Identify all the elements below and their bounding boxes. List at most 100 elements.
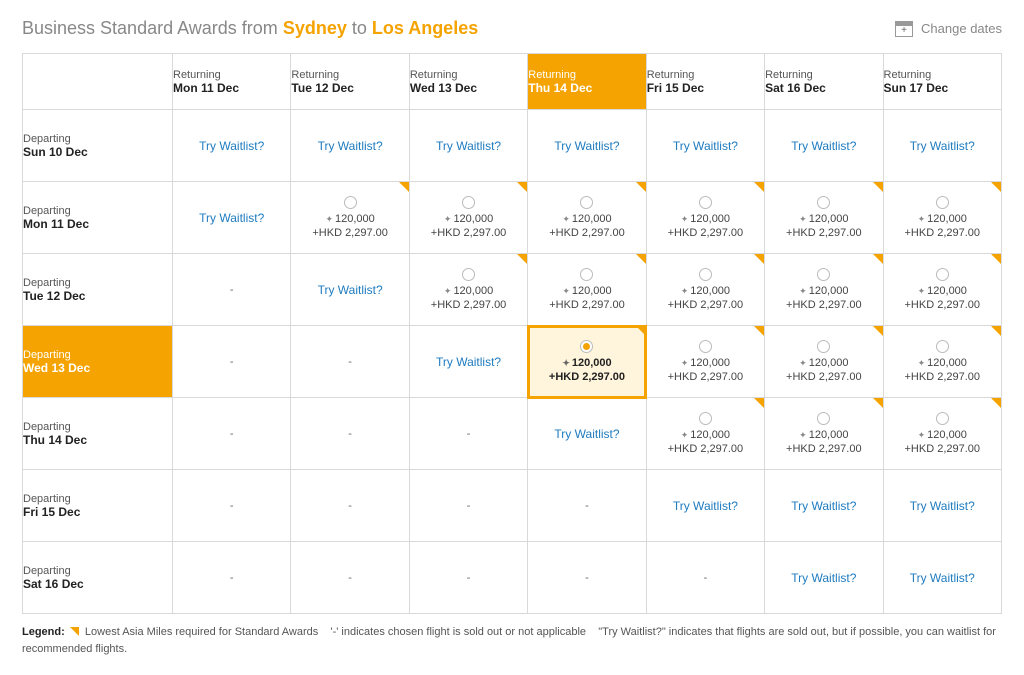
try-waitlist-link[interactable]: Try Waitlist? bbox=[791, 139, 856, 153]
select-radio[interactable] bbox=[462, 196, 475, 209]
select-radio[interactable] bbox=[936, 268, 949, 281]
select-radio[interactable] bbox=[817, 340, 830, 353]
try-waitlist-link[interactable]: Try Waitlist? bbox=[318, 139, 383, 153]
select-radio[interactable] bbox=[817, 268, 830, 281]
award-cell[interactable]: Try Waitlist? bbox=[291, 254, 409, 326]
select-radio[interactable] bbox=[580, 196, 593, 209]
return-date-header[interactable]: ReturningThu 14 Dec bbox=[528, 54, 646, 110]
award-cell[interactable]: Try Waitlist? bbox=[883, 542, 1001, 614]
award-cell[interactable]: Try Waitlist? bbox=[765, 110, 883, 182]
miles-value: 120,000 bbox=[681, 213, 730, 225]
select-radio[interactable] bbox=[936, 196, 949, 209]
select-radio[interactable] bbox=[699, 268, 712, 281]
fee-value: +HKD 2,297.00 bbox=[312, 227, 388, 239]
depart-date-header[interactable]: DepartingThu 14 Dec bbox=[23, 398, 173, 470]
try-waitlist-link[interactable]: Try Waitlist? bbox=[436, 139, 501, 153]
page-header: Business Standard Awards from Sydney to … bbox=[22, 18, 1002, 39]
try-waitlist-link[interactable]: Try Waitlist? bbox=[910, 139, 975, 153]
change-dates-button[interactable]: Change dates bbox=[895, 21, 1002, 37]
award-cell[interactable]: 120,000+HKD 2,297.00 bbox=[765, 182, 883, 254]
award-cell[interactable]: Try Waitlist? bbox=[409, 326, 527, 398]
award-cell[interactable]: Try Waitlist? bbox=[291, 110, 409, 182]
award-cell[interactable]: Try Waitlist? bbox=[646, 110, 764, 182]
select-radio[interactable] bbox=[699, 196, 712, 209]
select-radio[interactable] bbox=[580, 340, 593, 353]
try-waitlist-link[interactable]: Try Waitlist? bbox=[910, 499, 975, 513]
award-cell[interactable]: 120,000+HKD 2,297.00 bbox=[528, 182, 646, 254]
return-date-header[interactable]: ReturningSun 17 Dec bbox=[883, 54, 1001, 110]
legend-lowest: Lowest Asia Miles required for Standard … bbox=[82, 626, 318, 638]
try-waitlist-link[interactable]: Try Waitlist? bbox=[910, 571, 975, 585]
award-cell[interactable]: 120,000+HKD 2,297.00 bbox=[409, 254, 527, 326]
return-date-header[interactable]: ReturningWed 13 Dec bbox=[409, 54, 527, 110]
award-cell[interactable]: 120,000+HKD 2,297.00 bbox=[646, 182, 764, 254]
award-cell[interactable]: 120,000+HKD 2,297.00 bbox=[765, 254, 883, 326]
miles-value: 120,000 bbox=[562, 213, 611, 225]
select-radio[interactable] bbox=[462, 268, 475, 281]
award-cell[interactable]: Try Waitlist? bbox=[765, 542, 883, 614]
try-waitlist-link[interactable]: Try Waitlist? bbox=[791, 499, 856, 513]
lowest-flag-icon bbox=[754, 326, 764, 336]
select-radio[interactable] bbox=[936, 340, 949, 353]
award-cell[interactable]: 120,000+HKD 2,297.00 bbox=[883, 398, 1001, 470]
award-cell[interactable]: 120,000+HKD 2,297.00 bbox=[646, 326, 764, 398]
award-cell[interactable]: 120,000+HKD 2,297.00 bbox=[646, 398, 764, 470]
return-date-header[interactable]: ReturningSat 16 Dec bbox=[765, 54, 883, 110]
award-cell[interactable]: 120,000+HKD 2,297.00 bbox=[765, 398, 883, 470]
select-radio[interactable] bbox=[344, 196, 357, 209]
fee-value: +HKD 2,297.00 bbox=[431, 299, 507, 311]
try-waitlist-link[interactable]: Try Waitlist? bbox=[318, 283, 383, 297]
award-cell[interactable]: 120,000+HKD 2,297.00 bbox=[883, 326, 1001, 398]
select-radio[interactable] bbox=[936, 412, 949, 425]
fee-value: +HKD 2,297.00 bbox=[549, 371, 625, 383]
award-cell[interactable]: 120,000+HKD 2,297.00 bbox=[883, 254, 1001, 326]
award-cell[interactable]: Try Waitlist? bbox=[409, 110, 527, 182]
depart-date-header[interactable]: DepartingSun 10 Dec bbox=[23, 110, 173, 182]
award-cell[interactable]: Try Waitlist? bbox=[173, 182, 291, 254]
try-waitlist-link[interactable]: Try Waitlist? bbox=[554, 139, 619, 153]
select-radio[interactable] bbox=[580, 268, 593, 281]
depart-date-header[interactable]: DepartingFri 15 Dec bbox=[23, 470, 173, 542]
award-cell[interactable]: 120,000+HKD 2,297.00 bbox=[765, 326, 883, 398]
lowest-flag-icon bbox=[70, 627, 79, 636]
award-cell[interactable]: Try Waitlist? bbox=[883, 470, 1001, 542]
return-date-header[interactable]: ReturningFri 15 Dec bbox=[646, 54, 764, 110]
try-waitlist-link[interactable]: Try Waitlist? bbox=[673, 499, 738, 513]
return-date-header[interactable]: ReturningMon 11 Dec bbox=[173, 54, 291, 110]
award-cell[interactable]: 120,000+HKD 2,297.00 bbox=[291, 182, 409, 254]
award-cell[interactable]: 120,000+HKD 2,297.00 bbox=[528, 254, 646, 326]
try-waitlist-link[interactable]: Try Waitlist? bbox=[554, 427, 619, 441]
select-radio[interactable] bbox=[817, 412, 830, 425]
award-cell: - bbox=[528, 470, 646, 542]
select-radio[interactable] bbox=[699, 412, 712, 425]
award-cell[interactable]: Try Waitlist? bbox=[765, 470, 883, 542]
award-cell[interactable]: 120,000+HKD 2,297.00 bbox=[883, 182, 1001, 254]
departing-label: Departing bbox=[23, 277, 172, 289]
award-cell[interactable]: Try Waitlist? bbox=[173, 110, 291, 182]
award-cell[interactable]: Try Waitlist? bbox=[883, 110, 1001, 182]
award-cell[interactable]: Try Waitlist? bbox=[528, 398, 646, 470]
lowest-flag-icon bbox=[517, 182, 527, 192]
award-cell[interactable]: 120,000+HKD 2,297.00 bbox=[528, 326, 646, 398]
award-cell[interactable]: 120,000+HKD 2,297.00 bbox=[646, 254, 764, 326]
try-waitlist-link[interactable]: Try Waitlist? bbox=[436, 355, 501, 369]
award-cell[interactable]: Try Waitlist? bbox=[646, 470, 764, 542]
award-cell[interactable]: 120,000+HKD 2,297.00 bbox=[409, 182, 527, 254]
depart-date-header[interactable]: DepartingWed 13 Dec bbox=[23, 326, 173, 398]
depart-date-header[interactable]: DepartingTue 12 Dec bbox=[23, 254, 173, 326]
select-radio[interactable] bbox=[699, 340, 712, 353]
award-cell[interactable]: Try Waitlist? bbox=[528, 110, 646, 182]
try-waitlist-link[interactable]: Try Waitlist? bbox=[199, 211, 264, 225]
returning-label: Returning bbox=[765, 69, 882, 81]
fee-value: +HKD 2,297.00 bbox=[549, 299, 625, 311]
not-available: - bbox=[467, 500, 471, 512]
depart-date-header[interactable]: DepartingSat 16 Dec bbox=[23, 542, 173, 614]
lowest-flag-icon bbox=[754, 182, 764, 192]
try-waitlist-link[interactable]: Try Waitlist? bbox=[673, 139, 738, 153]
return-date-header[interactable]: ReturningTue 12 Dec bbox=[291, 54, 409, 110]
try-waitlist-link[interactable]: Try Waitlist? bbox=[791, 571, 856, 585]
miles-value: 120,000 bbox=[799, 285, 848, 297]
select-radio[interactable] bbox=[817, 196, 830, 209]
depart-date-header[interactable]: DepartingMon 11 Dec bbox=[23, 182, 173, 254]
try-waitlist-link[interactable]: Try Waitlist? bbox=[199, 139, 264, 153]
